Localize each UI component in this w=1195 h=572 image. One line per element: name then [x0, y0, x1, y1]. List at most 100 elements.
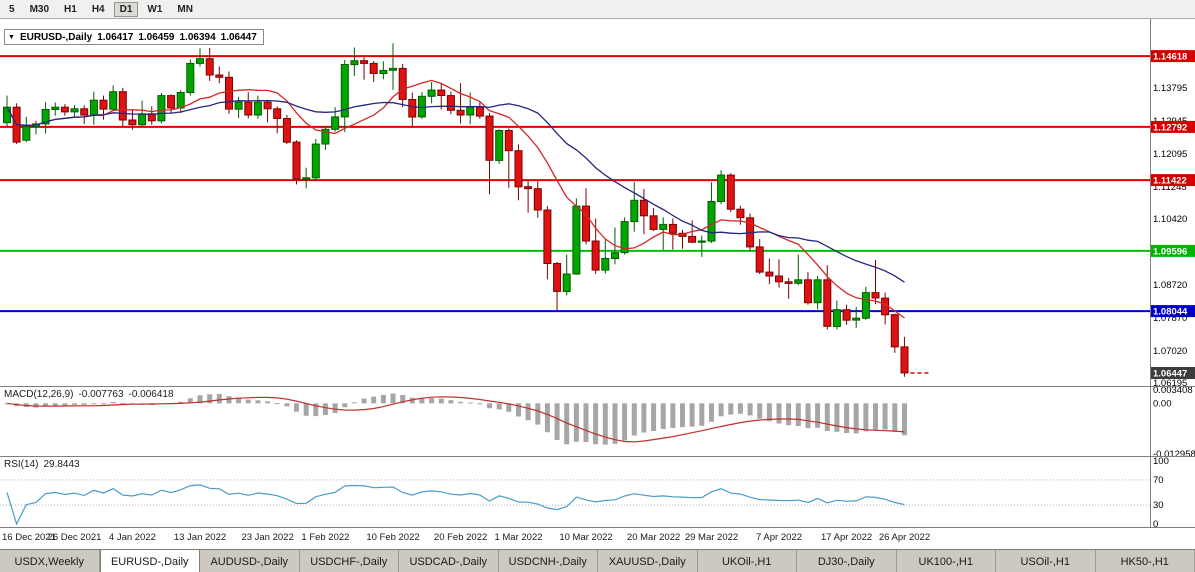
macd-bar	[207, 394, 213, 404]
candle-body	[263, 101, 272, 110]
candle-body	[755, 246, 764, 273]
price-axis-label: 1.07020	[1153, 346, 1187, 357]
candle-body	[282, 118, 291, 143]
macd-bar	[631, 403, 637, 436]
candle-body	[340, 64, 349, 118]
current-price-badge: 1.06447	[1153, 369, 1187, 380]
price-axis-label: 1.06195	[1153, 378, 1187, 389]
macd-bar	[110, 402, 116, 404]
macd-bar	[689, 403, 695, 427]
macd-bar	[873, 403, 878, 430]
chart-symbol-label: EURUSD-,Daily	[19, 31, 93, 43]
candle-body	[688, 235, 697, 243]
chart-tab-hk50-h1[interactable]: HK50-,H1	[1095, 550, 1195, 572]
candle-body	[649, 215, 658, 230]
macd-bar	[747, 403, 753, 416]
date-axis-label: 29 Mar 2022	[685, 532, 738, 543]
macd-bar	[776, 403, 782, 424]
chart-area[interactable]: 1.137951.129451.120951.112451.104201.087…	[0, 19, 1195, 549]
candle-body	[427, 89, 436, 97]
date-axis-label: 10 Mar 2022	[559, 532, 612, 543]
macd-bar	[892, 403, 898, 432]
chart-tab-uk100-h1[interactable]: UK100-,H1	[896, 550, 996, 572]
candle-body	[823, 279, 832, 327]
chart-tab-ukoil-h1[interactable]: UKOil-,H1	[697, 550, 797, 572]
candle-body	[659, 223, 668, 230]
price-axis-background	[1150, 19, 1195, 549]
chart-tab-dj30-daily[interactable]: DJ30-,Daily	[797, 550, 897, 572]
candle-body	[485, 115, 494, 161]
chart-tab-eurusd-daily[interactable]: EURUSD-,Daily	[99, 550, 200, 572]
chart-tab-usdchf-daily[interactable]: USDCHF-,Daily	[299, 550, 399, 572]
date-axis-label: 4 Jan 2022	[109, 532, 156, 543]
candle-body	[553, 263, 562, 292]
ohlc-open: 1.06417	[97, 31, 134, 43]
macd-bar	[438, 398, 444, 404]
macd-value-main: -0.007763	[78, 389, 124, 400]
candle-body	[852, 317, 861, 321]
candle-body	[80, 108, 89, 116]
one-click-trading-arrow[interactable]: ▼	[8, 33, 15, 41]
candle-body	[176, 92, 185, 109]
macd-bar	[284, 403, 290, 407]
candle-body	[842, 309, 851, 321]
macd-bar	[612, 403, 618, 444]
macd-bar	[680, 403, 685, 428]
candlestick-series	[3, 43, 909, 377]
chart-tab-usoil-h1[interactable]: USOil-,H1	[996, 550, 1096, 572]
macd-bar	[496, 403, 502, 410]
timeframe-button-H1[interactable]: H1	[64, 3, 77, 15]
horizontal-level-lines[interactable]	[0, 55, 1150, 313]
macd-bar	[313, 403, 319, 417]
macd-bar	[863, 403, 869, 432]
macd-bar	[834, 403, 840, 432]
macd-bar	[506, 403, 512, 412]
timeframe-button-H4[interactable]: H4	[91, 3, 105, 15]
macd-bar	[101, 403, 106, 405]
candle-body	[244, 101, 253, 116]
macd-bar	[535, 403, 541, 425]
chart-tab-audusd-daily[interactable]: AUDUSD-,Daily	[200, 550, 300, 572]
timeframe-button-MN[interactable]: MN	[177, 3, 193, 15]
candle-body	[871, 292, 880, 299]
rsi-indicator-label: RSI(14) 29.8443	[4, 459, 85, 470]
macd-bar	[487, 403, 492, 409]
level-price-badge: 1.08044	[1153, 307, 1188, 318]
timeframe-toolbar: 5 M30 H1 H4 D1 W1 MN	[0, 0, 1195, 19]
chart-tab-usdcnh-daily[interactable]: USDCNH-,Daily	[498, 550, 598, 572]
price-axis-label: 1.10420	[1153, 214, 1187, 225]
macd-bar	[178, 401, 184, 404]
candle-body	[475, 106, 484, 117]
chart-tab-usdcad-daily[interactable]: USDCAD-,Daily	[399, 550, 499, 572]
candle-body	[601, 258, 610, 271]
timeframe-button-W1[interactable]: W1	[147, 3, 163, 15]
price-axis-label: 1.07870	[1153, 313, 1187, 324]
chart-tab-usdx-weekly[interactable]: USDX,Weekly	[0, 550, 100, 572]
candle-body	[417, 95, 426, 118]
timeframe-button-M30[interactable]: M30	[29, 3, 50, 15]
candle-body	[3, 106, 11, 124]
price-axis-label: 1.12095	[1153, 149, 1187, 160]
macd-bar	[303, 403, 309, 416]
level-price-badge-background	[1151, 305, 1195, 318]
candle-body	[591, 240, 600, 271]
level-price-badge: 1.12792	[1153, 122, 1187, 133]
timeframe-button-D1[interactable]: D1	[113, 1, 139, 17]
candle-body	[562, 273, 571, 292]
candle-body	[205, 58, 214, 76]
macd-bar	[43, 403, 49, 407]
chart-canvas[interactable]: 1.137951.129451.120951.112451.104201.087…	[0, 19, 1195, 549]
price-axis[interactable]: 1.137951.129451.120951.112451.104201.087…	[1150, 19, 1195, 549]
macd-bar	[670, 403, 676, 428]
candle-body	[253, 101, 262, 116]
timeframe-button-5[interactable]: 5	[9, 3, 15, 15]
price-axis-label: 1.11245	[1153, 182, 1187, 193]
macd-bar	[72, 403, 77, 405]
macd-axis-label: 0.00	[1153, 398, 1172, 409]
chart-tab-xauusd-daily[interactable]: XAUUSD-,Daily	[598, 550, 698, 572]
macd-bar	[709, 403, 714, 422]
macd-bar	[448, 400, 454, 404]
macd-bar	[467, 402, 473, 404]
